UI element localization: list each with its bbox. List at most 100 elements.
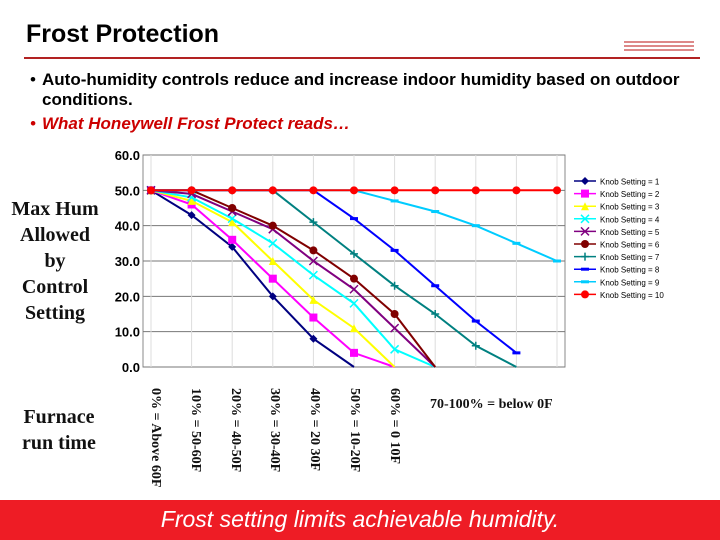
data-point <box>309 313 318 322</box>
data-point <box>581 290 589 299</box>
footer-bar <box>0 500 720 540</box>
y-tick-label: 0.0 <box>122 360 140 375</box>
data-point <box>350 274 358 283</box>
data-point <box>390 323 400 333</box>
data-point <box>268 221 277 230</box>
legend-label: Knob Setting = 8 <box>600 266 660 275</box>
data-point <box>581 177 589 185</box>
bullet-text: What Honeywell Frost Protect reads… <box>42 114 350 133</box>
data-point <box>471 341 480 350</box>
data-point <box>580 226 590 236</box>
data-point <box>553 186 561 195</box>
data-point <box>390 186 399 195</box>
legend-label: Knob Setting = 6 <box>600 241 660 250</box>
y-tick-label: 30.0 <box>115 254 140 269</box>
data-point <box>227 214 237 224</box>
data-point <box>187 211 196 220</box>
data-point <box>228 218 237 227</box>
series-line <box>150 189 355 368</box>
data-point <box>308 256 318 266</box>
data-point <box>268 238 278 248</box>
data-point <box>309 218 318 227</box>
data-point <box>581 240 589 248</box>
y-tick-label: 10.0 <box>115 325 140 340</box>
furnace-run-time-label: Furnace run time <box>14 404 104 456</box>
data-point <box>268 292 277 301</box>
data-point <box>431 186 440 195</box>
runtime-label: 40% = 20 30F <box>307 388 322 471</box>
legend-label: Knob Setting = 7 <box>600 253 660 262</box>
legend-label: Knob Setting = 9 <box>600 278 660 287</box>
data-point <box>581 189 589 198</box>
data-point <box>187 186 196 195</box>
y-label-line: Allowed <box>20 224 90 246</box>
data-point <box>471 224 480 228</box>
runtime-label: 50% = 10-20F <box>347 388 362 472</box>
data-point <box>512 186 521 195</box>
legend-label: Knob Setting = 1 <box>600 178 660 187</box>
runtime-label: 30% = 30-40F <box>267 388 282 472</box>
y-label-line: Control <box>21 276 89 298</box>
runtime-label: 10% = 50-60F <box>188 388 203 472</box>
data-point <box>581 252 589 261</box>
data-point <box>309 246 318 255</box>
data-point <box>350 217 358 221</box>
runtime-note: 70-100% = below 0F <box>430 397 553 412</box>
legend-label: Knob Setting = 5 <box>600 228 660 237</box>
bullet-dot: • <box>30 70 36 89</box>
legend-label: Knob Setting = 3 <box>600 203 660 212</box>
data-point <box>431 310 440 318</box>
data-point <box>581 202 589 211</box>
data-point <box>228 204 237 212</box>
runtime-label: 20% = 40-50F <box>228 388 243 472</box>
y-tick-label: 60.0 <box>115 148 140 163</box>
data-point <box>228 235 237 244</box>
data-point <box>309 334 318 343</box>
data-point <box>350 249 358 258</box>
data-point <box>581 280 589 284</box>
y-label-line: by <box>44 250 66 272</box>
data-point <box>512 351 521 355</box>
series-line <box>150 189 436 368</box>
y-tick-label: 50.0 <box>115 183 140 198</box>
runtime-label: 60% = 0 10F <box>387 388 402 464</box>
legend-label: Knob Setting = 4 <box>600 215 660 224</box>
data-point <box>471 319 480 323</box>
data-point <box>390 310 399 318</box>
data-point <box>309 295 318 304</box>
y-axis-side-label: Max Hum Allowed by Control Setting <box>6 196 104 326</box>
data-point <box>471 186 480 195</box>
data-point <box>512 241 521 245</box>
bullet-item: • What Honeywell Frost Protect reads… <box>30 114 710 134</box>
bullet-list: • Auto-humidity controls reduce and incre… <box>30 70 710 134</box>
runtime-label: 0% = Above 60F <box>148 388 163 487</box>
data-point <box>431 284 440 288</box>
humidity-chart: 0.0 10.0 20.0 30.0 40.0 50.0 60.0 Knob Setting … <box>115 148 665 487</box>
data-point <box>147 186 155 195</box>
data-point <box>268 186 277 195</box>
furnace-label-line: Furnace <box>23 406 95 428</box>
data-point <box>350 186 358 195</box>
data-point <box>187 196 196 205</box>
data-point <box>390 248 399 252</box>
logo-mark <box>624 41 694 53</box>
data-point <box>228 242 237 251</box>
data-point <box>350 324 358 333</box>
data-point <box>268 274 277 283</box>
series-line <box>151 189 436 368</box>
title-rule <box>24 57 700 59</box>
y-tick-label: 20.0 <box>115 289 140 304</box>
data-point <box>553 259 561 263</box>
data-point <box>268 257 277 265</box>
y-tick-label: 40.0 <box>115 219 140 234</box>
data-point <box>309 186 318 195</box>
data-point <box>349 298 359 308</box>
slide-title: Frost Protection <box>26 20 220 48</box>
data-point <box>349 284 359 294</box>
legend-label: Knob Setting = 2 <box>600 190 660 199</box>
footer-text: Frost setting limits achievable humidity… <box>160 506 560 532</box>
data-point <box>431 210 440 214</box>
data-point <box>580 214 590 224</box>
bullet-item: • Auto-humidity controls reduce and incre… <box>30 70 710 110</box>
data-point <box>581 267 589 271</box>
